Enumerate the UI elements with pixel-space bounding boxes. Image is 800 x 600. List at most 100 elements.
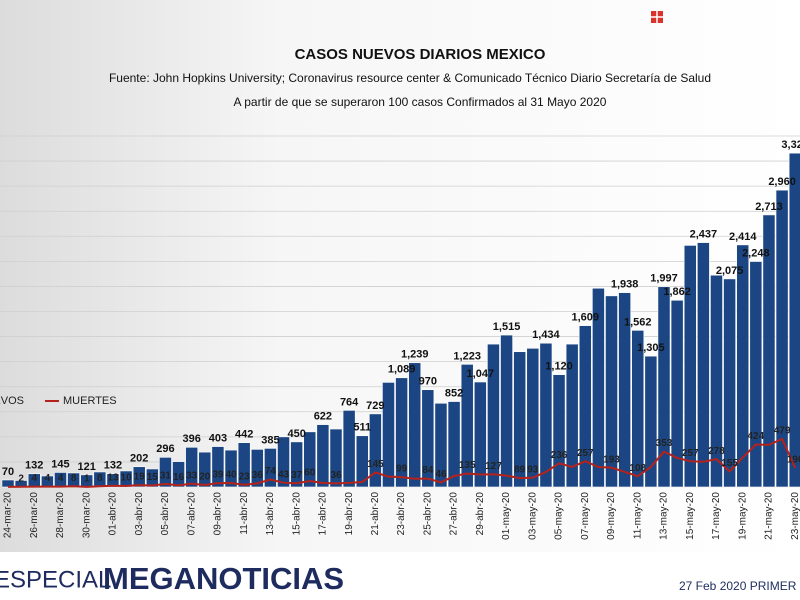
data-label: 2,075 [716,265,744,277]
x-tick-label: 28-mar-20 [55,492,66,539]
data-label: 385 [261,434,279,446]
data-label: 1 [84,474,90,485]
data-label: 2,437 [690,229,718,241]
bar [368,413,382,488]
bar [329,428,343,488]
data-label: 20 [199,472,211,483]
bar [631,330,645,488]
data-label: 37 [291,470,303,481]
bar [788,152,800,488]
data-label: 19 [134,472,146,483]
footer-note: 27 Feb 2020 PRIMER [679,579,797,593]
x-tick-label: 03-abr-20 [134,492,145,536]
bar [277,436,290,488]
x-tick-label: 01-abr-20 [108,492,119,536]
chart-subtitle: A partir de que se superaron 100 casos C… [234,95,607,109]
bar [172,461,185,488]
legend-label: MUERTES [63,395,117,407]
bar [460,364,474,488]
data-label: 2,713 [755,201,783,213]
data-label: 511 [353,422,371,434]
plot-area: 24-mar-20 26-mar-20 28-mar-20 30-mar-20 01-a… [0,135,800,540]
data-label: 70 [2,466,14,478]
data-label: 764 [340,396,359,408]
data-label: 10 [121,473,133,484]
bar [119,470,133,488]
data-label: 135 [459,460,476,471]
bar [250,449,264,488]
chart-subtitle: Fuente: John Hopkins University; Coronav… [109,71,711,85]
data-label: 1,223 [453,350,481,362]
bar [434,402,448,488]
data-label: 93 [527,464,539,475]
data-label: 36 [252,470,264,481]
x-tick-label: 01-may-20 [501,492,512,540]
x-tick-label: 19-may-20 [737,492,748,540]
data-label: 145 [51,458,69,470]
data-label: 39 [212,470,224,481]
data-label: 1,305 [637,342,665,354]
bar [290,441,303,488]
bar [211,446,225,488]
data-label: 193 [603,454,620,465]
data-label: 46 [435,469,447,480]
bar [696,242,710,488]
bar [473,381,487,488]
footer-brand: MEGANOTICIAS [103,561,344,596]
data-label: 8 [97,473,103,484]
legend-label: NUEVOS [0,395,24,407]
bar [513,351,527,488]
data-label: 132 [25,460,43,472]
bar [526,348,540,488]
data-label: 1,609 [572,312,600,324]
x-tick-label: 15-may-20 [685,492,696,540]
bar [264,448,277,488]
data-label: 40 [225,470,237,481]
x-tick-label: 23-may-20 [790,492,800,540]
bar [355,435,369,488]
x-tick-label: 05-abr-20 [160,492,171,536]
bar [749,261,763,488]
x-tick-label: 17-abr-20 [318,492,329,536]
data-label: 33 [186,470,198,481]
bar [303,431,317,488]
bar [487,343,500,488]
data-label: 257 [577,448,594,459]
data-label: 89 [514,465,526,476]
x-tick-label: 03-may-20 [527,492,538,540]
data-label: 145 [367,459,384,470]
data-label: 3,329 [781,139,800,151]
bar [736,244,750,488]
data-label: 43 [278,469,290,480]
bar [683,245,697,488]
data-label: 190 [787,455,800,466]
data-label: 2,414 [729,231,757,243]
data-label: 36 [330,470,342,481]
data-label: 155 [721,458,738,469]
data-label: 4 [45,473,51,484]
data-label: 2,248 [742,247,770,259]
bar [395,377,408,488]
data-label: 278 [708,446,725,457]
data-label: 84 [422,465,434,476]
bar [710,274,723,488]
x-tick-label: 09-abr-20 [213,492,224,536]
x-tick-label: 13-abr-20 [265,492,276,536]
data-label: 23 [239,471,251,482]
data-label: 1,862 [663,286,691,298]
bar [447,401,461,488]
footer-band [0,552,800,600]
bar [605,295,618,488]
x-tick-label: 07-may-20 [580,492,591,540]
x-tick-label: 13-may-20 [659,492,670,540]
data-label: 396 [183,433,201,445]
data-label: 970 [419,376,437,388]
data-label: 852 [445,387,463,399]
bar [159,457,172,488]
x-tick-label: 19-abr-20 [344,492,355,536]
x-tick-label: 25-abr-20 [422,492,433,536]
data-label: 236 [551,450,568,461]
data-label: 403 [209,432,227,444]
data-label: 296 [156,443,174,455]
x-tick-label: 23-abr-20 [396,492,407,536]
